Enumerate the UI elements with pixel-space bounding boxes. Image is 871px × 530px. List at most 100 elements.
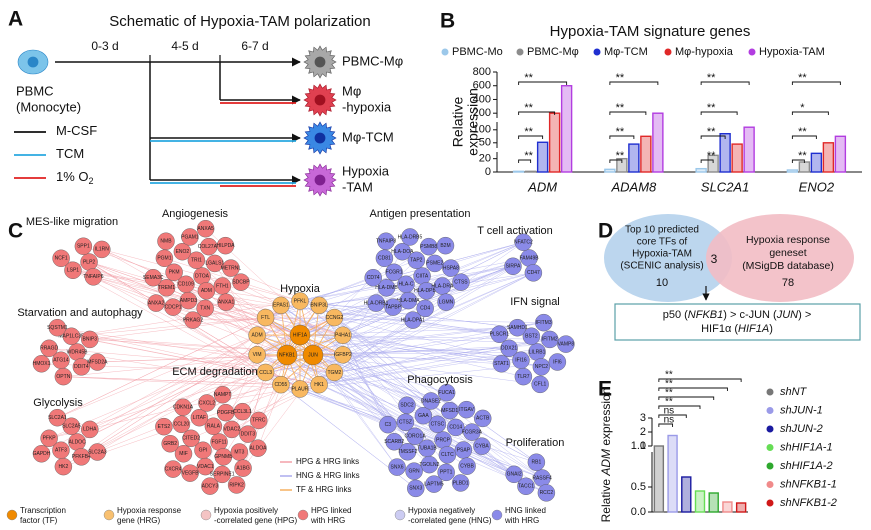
sig-label: ** (707, 102, 716, 114)
gene-node (248, 346, 266, 364)
network-link (342, 272, 534, 356)
sig-bracket (518, 81, 568, 85)
gene-label: TAPBP (385, 304, 402, 310)
result-text: p50 (NFKB1) > c-JUN (JUN) > (663, 309, 812, 321)
gene-node (52, 249, 70, 268)
gene-label: HK1 (314, 382, 324, 388)
network-link (214, 263, 258, 336)
gene-label: SPP1 (77, 244, 90, 250)
gene-node (155, 417, 173, 436)
network-link (93, 276, 266, 318)
gene-node (173, 242, 192, 261)
gene-label: TGOLN2 (419, 462, 439, 468)
venn-right (706, 214, 854, 302)
gene-node (504, 257, 522, 275)
gene-node (401, 228, 419, 246)
bar (681, 476, 692, 513)
gene-node (557, 335, 575, 353)
venn-right-count: 78 (782, 277, 794, 289)
gene-node (457, 400, 476, 419)
venn-right-text: geneset (769, 247, 806, 259)
gene-label: SAMHD1 (507, 325, 528, 331)
sig-label: ns (664, 415, 675, 426)
gene-node (181, 464, 199, 482)
gene-node (364, 269, 382, 287)
legend-label: Hypoxia-TAM (759, 46, 825, 58)
gene-node (438, 446, 457, 464)
gene-node (514, 233, 533, 251)
gene-node (398, 396, 416, 414)
gene-label: FTH1 (216, 283, 229, 289)
gene-label: LSP1 (67, 268, 79, 274)
gene-label: ACTB (476, 416, 490, 422)
bar (653, 445, 665, 513)
panel-label: D (598, 220, 613, 243)
gene-node (367, 294, 385, 312)
gene-label: GAA (418, 413, 429, 419)
sig-label: ** (524, 150, 533, 162)
gene-label: LILRB1 (529, 349, 546, 355)
gene-node (405, 462, 423, 480)
gene-label: HSPA8 (443, 265, 459, 271)
gene-label: CXCR4 (165, 466, 182, 472)
gene-node (334, 346, 352, 364)
legend-label: HNG linked (505, 506, 546, 515)
gene-label: TRI1 (191, 258, 202, 264)
gene-label: DTOA (195, 273, 209, 279)
gene-node (184, 311, 202, 329)
network-link (334, 372, 432, 402)
y-tick-label: 600 (473, 80, 491, 92)
network-link (89, 317, 266, 340)
gene-node (437, 384, 456, 402)
gene-label: HLA-DRB1 (364, 300, 389, 306)
panel-label: B (440, 10, 455, 33)
gene-node (40, 339, 58, 358)
gene-label: RIPK2 (229, 482, 244, 488)
gene-label: CDCP1 (165, 304, 182, 310)
gene-label: PGM1 (157, 256, 171, 262)
legend-label: shJUN-2 (780, 423, 823, 435)
gene-node (81, 420, 99, 439)
bar (722, 501, 733, 513)
gene-node (291, 292, 309, 310)
bar (548, 112, 561, 173)
gene-node (399, 291, 418, 310)
gene-label: HLA-DRA (431, 283, 454, 289)
sig-bracket (791, 159, 805, 163)
bar (616, 157, 628, 173)
gene-label: CFL1 (534, 382, 546, 388)
network-link (265, 317, 502, 365)
legend-label: Transcription (20, 506, 66, 515)
gene-node (417, 282, 436, 300)
gene-label: ETS2 (158, 424, 171, 430)
gene-label: GPNMB (214, 454, 233, 460)
gene-label: RRAGD (40, 346, 58, 352)
result-part: NFKB1 (688, 309, 723, 321)
gene-node (407, 479, 425, 498)
gene-node (289, 324, 311, 346)
network-link (318, 384, 543, 479)
gene-node (187, 251, 206, 269)
venn-left-text: (SCENIC analysis) (620, 261, 703, 272)
gene-node (385, 433, 403, 451)
gene-label: CCL20 (174, 422, 190, 428)
venn-left-text: Top 10 predicted (625, 225, 699, 236)
sig-label: ** (798, 72, 807, 84)
gene-label: PFKP (43, 436, 57, 442)
gene-node (474, 409, 492, 428)
gene-node (535, 313, 553, 332)
bar (786, 169, 799, 173)
network-link (256, 246, 429, 356)
sig-label: ** (524, 72, 533, 84)
cluster-title: Antigen presentation (370, 208, 471, 220)
gene-label: HLA-DPA1 (401, 317, 425, 323)
gene-node (490, 325, 509, 343)
gene-label: DNASE2 (421, 398, 441, 404)
x-tick-label: ENO2 (799, 179, 835, 194)
legend-label: Hypoxia positively (214, 506, 278, 515)
network-link (257, 257, 530, 336)
gene-label: VDAC2 (223, 427, 240, 433)
day-label: 6-7 d (241, 39, 268, 53)
gene-label: ANXA1 (218, 300, 235, 306)
gene-node (222, 259, 240, 277)
